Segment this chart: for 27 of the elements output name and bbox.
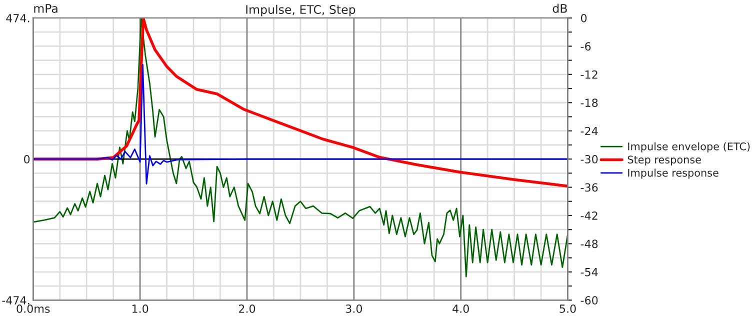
y2-tick-label: -6 bbox=[580, 42, 591, 51]
legend-label: Impulse envelope (ETC) bbox=[628, 142, 750, 152]
x-tick-label: 5.0 bbox=[560, 304, 576, 313]
x-tick-label: 3.0 bbox=[346, 304, 362, 313]
y-axis-title: mPa bbox=[34, 4, 58, 13]
y2-tick-label: -60 bbox=[580, 296, 598, 305]
y2-tick-label: -42 bbox=[580, 211, 598, 220]
chart-title: Impulse, ETC, Step bbox=[246, 4, 356, 16]
y-tick-label: -474. bbox=[2, 296, 30, 304]
legend-label: Impulse response bbox=[628, 168, 718, 179]
y2-tick-label: -24 bbox=[580, 126, 598, 136]
x-tick-label: 0.0ms bbox=[16, 304, 50, 313]
y-tick-label: 0 bbox=[24, 155, 30, 164]
x-tick-label: 4.0 bbox=[452, 304, 469, 313]
legend-label: Step response bbox=[628, 156, 701, 166]
y2-tick-label: 0 bbox=[580, 14, 587, 22]
y2-axis-title: dB bbox=[552, 4, 567, 13]
x-tick-label: 2.0 bbox=[238, 304, 256, 313]
y2-tick-label: -36 bbox=[580, 183, 598, 192]
y2-tick-label: -12 bbox=[580, 70, 598, 79]
y2-tick-label: -54 bbox=[580, 268, 598, 276]
line-series bbox=[33, 64, 568, 184]
y2-tick-label: -30 bbox=[580, 155, 598, 164]
y-tick-label: 474. bbox=[6, 14, 30, 22]
x-tick-label: 1.0 bbox=[132, 304, 148, 313]
y2-tick-label: -18 bbox=[580, 98, 598, 108]
y2-tick-label: -48 bbox=[580, 240, 598, 248]
